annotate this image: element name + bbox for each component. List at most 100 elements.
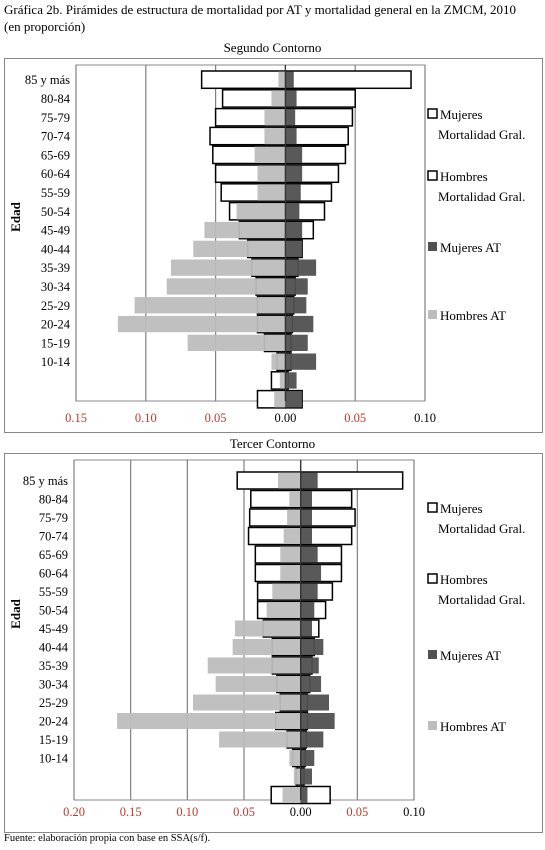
- chart-title: Gráfica 2b. Pirámides de estructura de m…: [4, 1, 545, 35]
- legend-label: Hombres AT: [440, 308, 506, 323]
- bar-hombres-at: [232, 639, 301, 655]
- age-group-label: 25-29: [39, 696, 68, 710]
- legend-label: Mortalidad Gral.: [438, 592, 525, 607]
- bar-hombres-at: [289, 750, 301, 766]
- bar-mujeres-at: [300, 694, 329, 711]
- bar-mujeres-at: [300, 713, 335, 729]
- age-group-label: 40-44: [41, 242, 71, 256]
- x-tick-label: 0.05: [205, 411, 227, 425]
- age-group-label: 65-69: [39, 548, 68, 562]
- bar-mujeres-at: [300, 639, 324, 655]
- age-group-label: 75-79: [41, 111, 70, 125]
- bar-hombres-at: [170, 259, 286, 276]
- chart-title-line1: Gráfica 2b. Pirámides de estructura de m…: [4, 2, 517, 17]
- x-tick-label: 0.00: [274, 411, 296, 425]
- age-group-label: 35-39: [41, 261, 70, 275]
- bar-hombres-at: [234, 620, 301, 637]
- bar-mujeres-at: [300, 602, 315, 618]
- bar-hombres-at: [287, 509, 301, 526]
- bar-hombres-at: [207, 657, 301, 674]
- source-note: Fuente: elaboración propia con base en S…: [4, 833, 211, 844]
- x-tick-label: 0.10: [135, 411, 157, 425]
- age-group-label: 70-74: [41, 130, 71, 144]
- age-group-label: 60-64: [39, 567, 69, 581]
- age-group-label: 20-24: [41, 318, 71, 332]
- bar-hombres-at: [117, 713, 301, 729]
- bar-mujeres-at: [300, 472, 318, 489]
- legend-label: Mujeres AT: [440, 648, 501, 663]
- bar-mujeres-at: [300, 509, 312, 526]
- age-group-label: 85 y más: [25, 73, 70, 87]
- bar-hombres-at: [204, 221, 286, 239]
- bar-mujeres-at: [285, 109, 296, 126]
- age-group-label: 30-34: [41, 280, 71, 294]
- age-group-label: 30-34: [39, 678, 69, 692]
- bar-hombres-at: [193, 694, 301, 711]
- x-tick-label: 0.05: [344, 411, 366, 425]
- bar-mujeres-at: [300, 768, 312, 785]
- bar-hombres-at: [264, 127, 286, 145]
- bar-mujeres-at: [285, 127, 297, 145]
- bar-hombres-at: [271, 353, 286, 370]
- panel2-title: Tercer Contorno: [229, 436, 316, 451]
- bar-hombres-at: [257, 184, 286, 201]
- legend-swatch: [428, 242, 437, 251]
- bar-mujeres-at: [285, 90, 297, 107]
- bar-mujeres-at: [300, 750, 315, 766]
- bar-hombres-at: [283, 528, 301, 544]
- age-group-label: 85 y más: [23, 474, 68, 488]
- x-tick-label: 0.10: [414, 411, 436, 425]
- bar-mujeres-at: [300, 528, 312, 544]
- legend-item: Hombres Mortalidad Gral.: [427, 572, 525, 607]
- legend-item: Hombres Mortalidad Gral.: [427, 169, 525, 204]
- bar-hombres-at: [278, 472, 301, 489]
- bar-hombres-at: [219, 731, 301, 748]
- bar-mujeres-at: [285, 165, 303, 182]
- age-group-label: 45-49: [39, 622, 68, 636]
- legend-item: Mujeres Mortalidad Gral.: [427, 501, 525, 536]
- age-group-label: 10-14: [39, 752, 69, 766]
- chart-title-line2: (en proporción): [4, 19, 86, 34]
- bar-hombres-at: [280, 565, 301, 581]
- bar-hombres-at: [266, 602, 301, 618]
- bar-mujeres-at: [285, 184, 301, 201]
- bar-mujeres-at: [285, 146, 303, 163]
- bar-hombres-at: [272, 583, 301, 600]
- age-group-label: 65-69: [41, 148, 70, 162]
- legend-label: Mortalidad Gral.: [438, 521, 525, 536]
- bar-mujeres-at: [285, 240, 303, 257]
- bar-hombres-at: [257, 165, 286, 182]
- age-group-label: 40-44: [39, 641, 69, 655]
- age-group-label: 45-49: [41, 224, 70, 238]
- bar-hombres-at: [274, 391, 286, 408]
- age-group-label: 60-64: [41, 167, 71, 181]
- legend-item: Hombres AT: [428, 719, 506, 734]
- age-group-label: 50-54: [39, 604, 69, 618]
- bar-mujeres-at: [300, 731, 324, 748]
- bar-hombres-at: [236, 203, 286, 220]
- bar-mujeres-at: [285, 315, 314, 333]
- legend-label: Mujeres: [440, 501, 483, 516]
- age-group-label: 80-84: [41, 92, 71, 106]
- bar-mujeres-mortalidad-gral: [284, 70, 412, 90]
- age-group-label: 70-74: [39, 530, 69, 544]
- bar-mujeres-mortalidad-gral: [284, 107, 354, 127]
- pyramid-panel-tercer-contorno: 85 y más 80-84 75-79 70-74 65-69 60-64 55-59 50…: [4, 453, 543, 833]
- bar-hombres-at: [289, 491, 301, 507]
- bar-hombres-at: [293, 768, 301, 785]
- x-tick-label: 0.05: [346, 805, 368, 819]
- x-tick-label: 0.20: [63, 805, 85, 819]
- bar-mujeres-at: [285, 259, 317, 276]
- bar-mujeres-at: [285, 278, 308, 295]
- bar-mujeres-at: [300, 546, 318, 563]
- age-group-label: 35-39: [39, 659, 68, 673]
- bar-hombres-at: [117, 315, 286, 333]
- x-tick-label: 0.15: [65, 411, 87, 425]
- pyramid-chart-segundo-contorno: 85 y más 80-84 75-79 70-74 65-69 60-64 55-59 50…: [8, 64, 525, 425]
- legend-swatch: [428, 650, 437, 659]
- bar-mujeres-at: [285, 71, 294, 88]
- bar-mujeres-at: [300, 491, 312, 507]
- bar-hombres-at: [134, 297, 286, 314]
- y-axis-label: Edad: [8, 598, 23, 628]
- y-axis-label: Edad: [8, 201, 23, 231]
